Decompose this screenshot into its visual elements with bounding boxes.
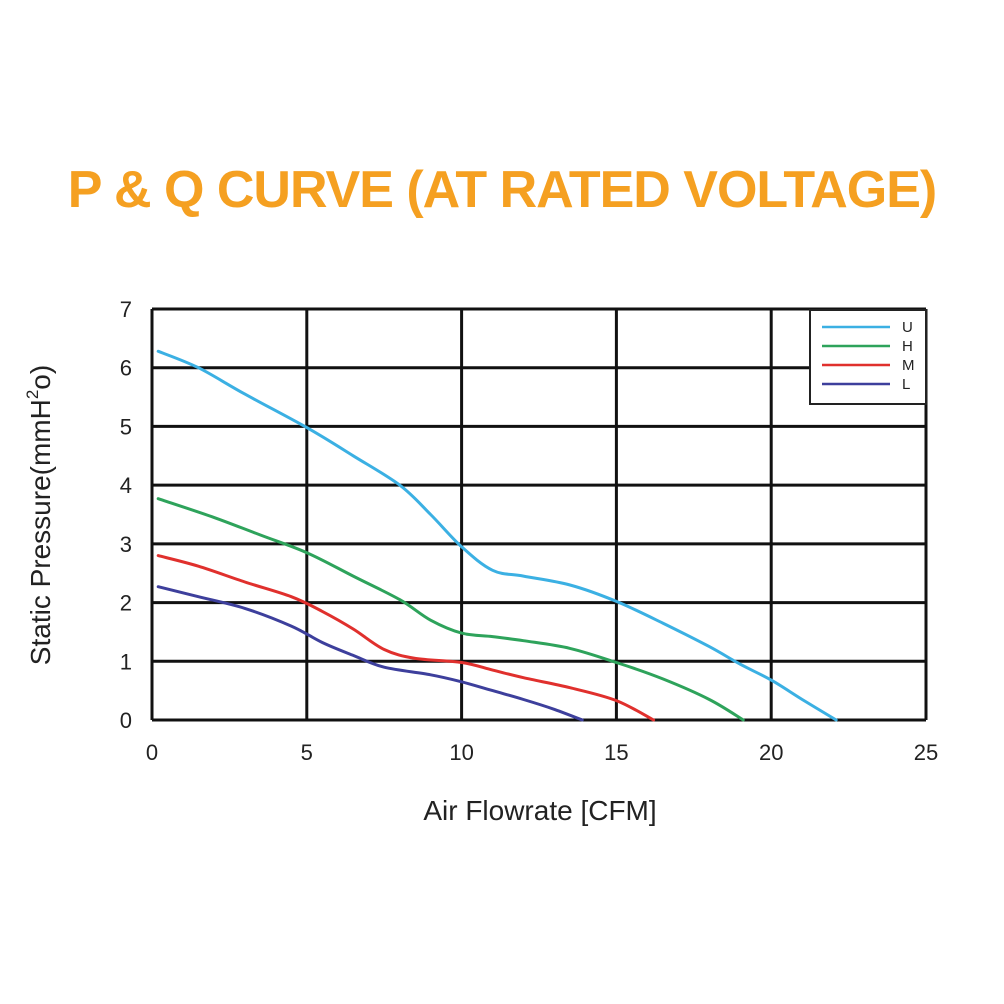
y-tick-label: 7	[120, 297, 132, 322]
ticks-layer: 0 5 10 15 20 25 0 1 2 3 4 5 6 7	[120, 297, 938, 765]
y-tick-label: 1	[120, 649, 132, 674]
legend-label-U: U	[902, 319, 913, 336]
series-line-U	[156, 349, 838, 722]
grid-layer	[150, 307, 928, 722]
y-axis-label: Static Pressure(mmH2o)	[23, 365, 56, 665]
x-axis-label: Air Flowrate [CFM]	[423, 795, 656, 826]
x-tick-label: 10	[449, 740, 473, 765]
x-tick-label: 0	[146, 740, 158, 765]
series-line-H	[156, 497, 745, 722]
y-tick-label: 3	[120, 532, 132, 557]
x-tick-label: 25	[914, 740, 938, 765]
x-tick-label: 5	[301, 740, 313, 765]
y-tick-label: 2	[120, 591, 132, 616]
legend-box	[809, 309, 927, 405]
y-tick-label: 4	[120, 473, 132, 498]
legend-label-H: H	[902, 338, 913, 355]
x-tick-label: 20	[759, 740, 783, 765]
y-axis-label-end: o)	[25, 365, 56, 390]
series-layer	[156, 349, 838, 722]
y-tick-label: 0	[120, 708, 132, 733]
series-line-L	[156, 585, 584, 722]
y-axis-label-main: Static Pressure(mmH	[25, 399, 56, 665]
y-axis-label-sup: 2	[23, 390, 42, 399]
y-tick-label: 6	[120, 356, 132, 381]
y-tick-label: 5	[120, 414, 132, 439]
legend-label-M: M	[902, 357, 915, 374]
legend-label-L: L	[902, 376, 910, 393]
x-tick-label: 15	[604, 740, 628, 765]
series-line-M	[156, 554, 656, 722]
chart-title: P & Q CURVE (AT RATED VOLTAGE)	[67, 161, 937, 219]
